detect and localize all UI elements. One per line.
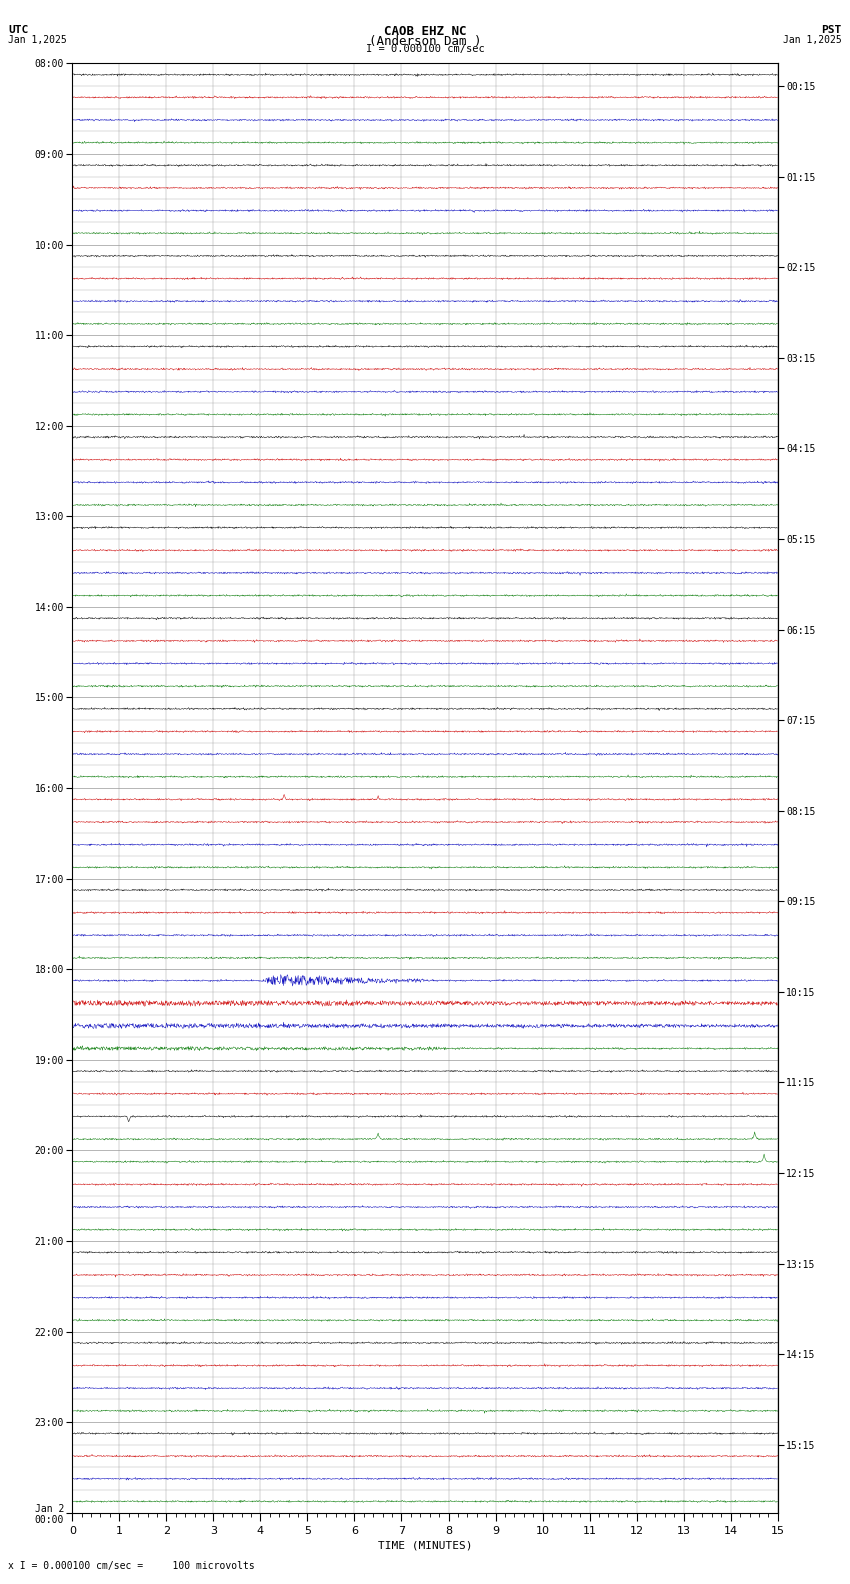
Text: Jan 1,2025: Jan 1,2025 bbox=[783, 35, 842, 44]
Text: UTC: UTC bbox=[8, 25, 29, 35]
Text: CAOB EHZ NC: CAOB EHZ NC bbox=[383, 25, 467, 38]
X-axis label: TIME (MINUTES): TIME (MINUTES) bbox=[377, 1540, 473, 1551]
Text: (Anderson Dam ): (Anderson Dam ) bbox=[369, 35, 481, 48]
Text: Jan 1,2025: Jan 1,2025 bbox=[8, 35, 67, 44]
Text: PST: PST bbox=[821, 25, 842, 35]
Text: x I = 0.000100 cm/sec =     100 microvolts: x I = 0.000100 cm/sec = 100 microvolts bbox=[8, 1562, 255, 1571]
Text: I = 0.000100 cm/sec: I = 0.000100 cm/sec bbox=[366, 44, 484, 54]
